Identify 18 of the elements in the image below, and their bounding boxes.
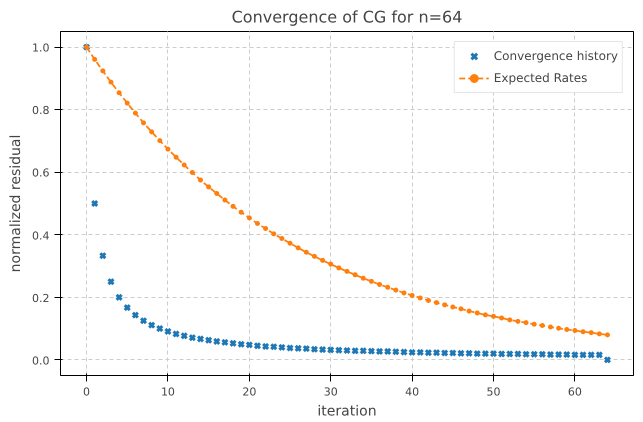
x-tick-label: 20 <box>242 386 256 398</box>
x-tick-label: 10 <box>160 386 175 398</box>
y-tick-label: 0.4 <box>32 229 50 242</box>
x-tick-label: 50 <box>486 386 501 398</box>
x-axis-title: iteration <box>317 404 377 420</box>
x-tick-label: 0 <box>83 386 90 398</box>
y-tick-label: 0.2 <box>32 292 50 305</box>
y-axis-title: normalized residual <box>8 134 24 272</box>
legend-label: Expected Rates <box>494 71 588 85</box>
legend-label: Convergence history <box>494 49 618 63</box>
y-tick-label: 0.6 <box>32 166 50 180</box>
y-tick-label: 0.0 <box>32 354 50 368</box>
y-tick-label: 0.8 <box>32 104 50 118</box>
x-tick-label: 60 <box>568 386 582 398</box>
x-tick-label: 30 <box>324 386 338 398</box>
chart-title: Convergence of CG for n=64 <box>232 8 462 26</box>
x-tick-label: 40 <box>405 386 420 398</box>
y-tick-label: 1.0 <box>32 42 50 55</box>
